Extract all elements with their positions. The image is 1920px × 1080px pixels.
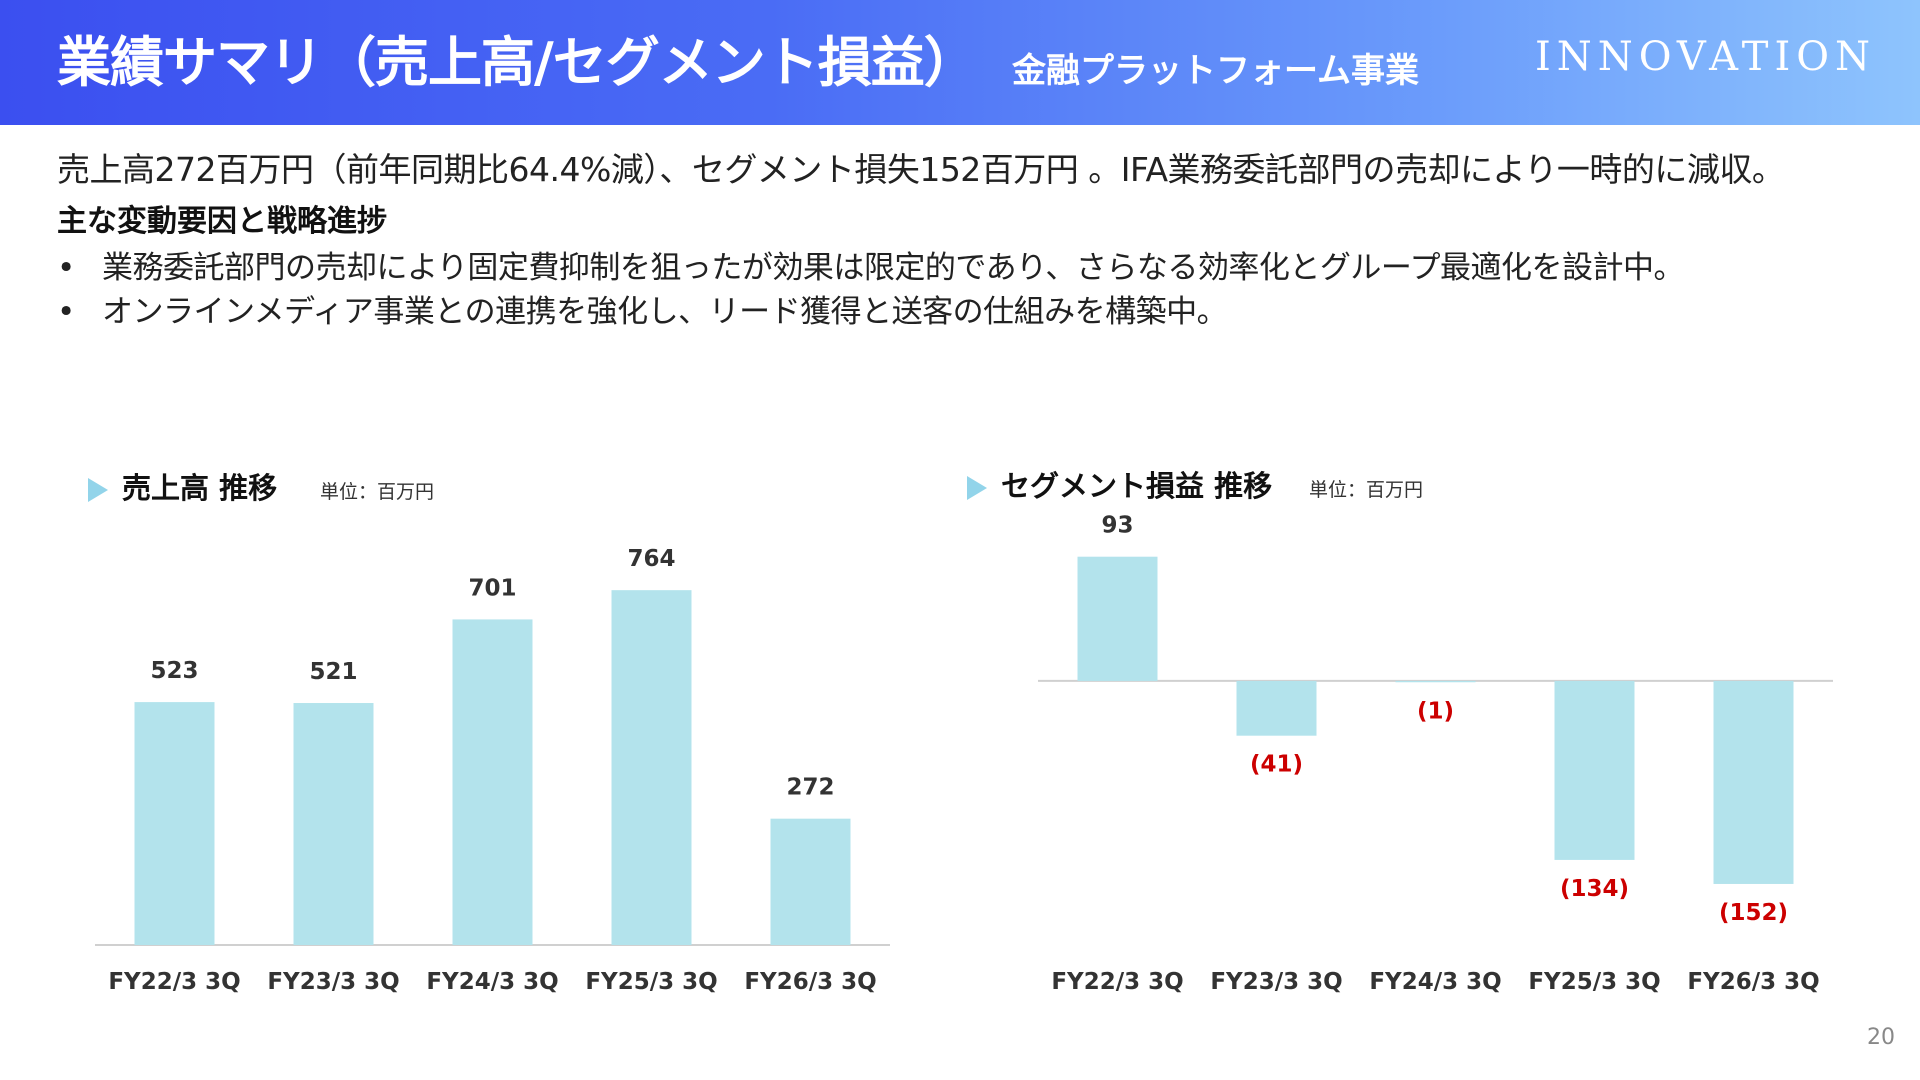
bar (134, 702, 215, 945)
segment-chart-unit: 単位：百万円 (1309, 479, 1424, 501)
bar (1713, 680, 1794, 884)
triangle-marker-icon (88, 478, 108, 502)
page-title: 業績サマリ（売上高/セグメント損益） (57, 31, 978, 94)
x-tick-label: FY25/3 3Q (1528, 969, 1660, 995)
bullet-marker: • (57, 250, 76, 286)
data-label: 523 (150, 658, 198, 684)
bar (1554, 680, 1635, 860)
page-number: 20 (1867, 1025, 1895, 1050)
segment-chart-title: セグメント損益 推移 (1001, 469, 1273, 503)
x-tick-label: FY24/3 3Q (426, 969, 558, 995)
data-label: 272 (786, 775, 834, 801)
data-label: (41) (1250, 752, 1303, 778)
data-label: 521 (309, 659, 357, 685)
revenue-chart-title: 売上高 推移 (122, 471, 278, 505)
bar (1077, 556, 1158, 681)
x-tick-label: FY22/3 3Q (1051, 969, 1183, 995)
data-label: 764 (627, 546, 675, 572)
triangle-marker-icon (967, 476, 987, 500)
brand-logo: INNOVATION (1535, 34, 1877, 80)
bar (611, 590, 692, 945)
x-tick-label: FY24/3 3Q (1369, 969, 1501, 995)
list-item-text: 業務委託部門の売却により固定費抑制を狙ったが効果は限定的であり、さらなる効率化と… (102, 250, 1684, 286)
data-label: 93 (1101, 513, 1133, 539)
revenue-bar-chart: 523 FY22/3 3Q 521 FY23/3 3Q 701 FY24/3 3Q 764 F… (95, 546, 890, 995)
header-banner: 業績サマリ（売上高/セグメント損益） 金融プラットフォーム事業 INNOVATI… (0, 0, 1920, 125)
summary-text: 売上高272百万円（前年同期比64.4%減）、セグメント損失152百万円 。IF… (57, 150, 1785, 189)
factors-heading: 主な変動要因と戦略進捗 (57, 204, 387, 239)
bar (452, 619, 533, 945)
data-label: (134) (1560, 876, 1629, 902)
x-tick-label: FY26/3 3Q (744, 969, 876, 995)
x-tick-label: FY23/3 3Q (267, 969, 399, 995)
page-subtitle: 金融プラットフォーム事業 (1012, 51, 1419, 91)
data-label: (152) (1719, 900, 1788, 926)
data-label: (1) (1417, 698, 1454, 724)
revenue-chart-heading: 売上高 推移 単位：百万円 (88, 468, 508, 508)
x-tick-label: FY25/3 3Q (585, 969, 717, 995)
x-tick-label: FY23/3 3Q (1210, 969, 1342, 995)
data-label: 701 (468, 575, 516, 601)
list-item-text: オンラインメディア事業との連携を強化し、リード獲得と送客の仕組みを構築中。 (102, 294, 1228, 330)
revenue-chart-unit: 単位：百万円 (320, 481, 435, 503)
x-tick-label: FY22/3 3Q (108, 969, 240, 995)
bar (293, 703, 374, 945)
segment-chart-heading: セグメント損益 推移 単位：百万円 (967, 466, 1467, 506)
bar (770, 818, 851, 945)
bar (1236, 680, 1317, 736)
x-tick-label: FY26/3 3Q (1687, 969, 1819, 995)
segment-bar-chart: 93 FY22/3 3Q (41) FY23/3 3Q (1) FY24/3 3Q (134… (1038, 513, 1833, 995)
bar (1395, 680, 1476, 683)
bullet-marker: • (57, 294, 76, 330)
